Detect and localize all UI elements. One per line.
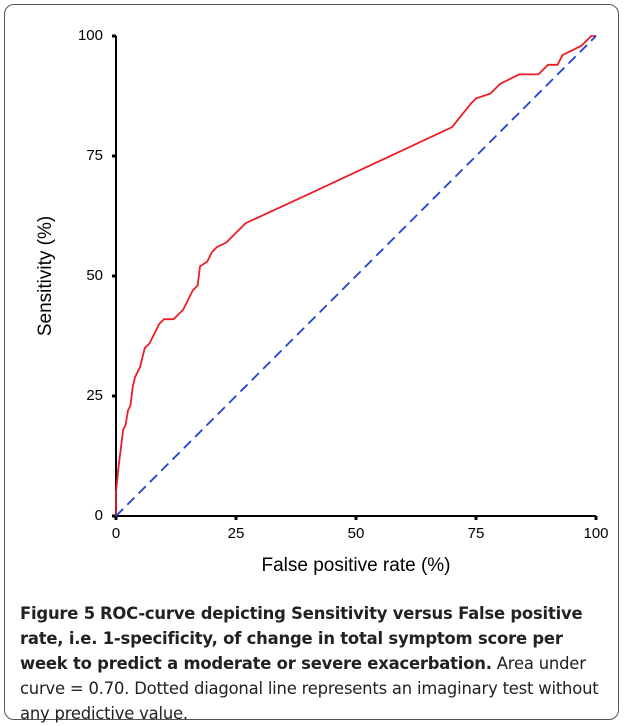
caption-text: Area under curve = 0.70. Dotted diagonal… — [20, 654, 599, 723]
caption-label: Figure 5 — [20, 604, 95, 623]
y-tick-label: 25 — [86, 387, 103, 404]
x-tick-label: 75 — [468, 525, 485, 542]
y-tick-label: 50 — [86, 267, 103, 284]
y-tick-label: 100 — [78, 27, 103, 44]
x-tick-label: 50 — [348, 525, 365, 542]
series-line — [115, 35, 597, 517]
caption-title: ROC-curve depicting Sensitivity versus F… — [20, 604, 583, 673]
x-axis-title: False positive rate (%) — [261, 555, 450, 576]
caption: Figure 5 ROC-curve depicting Sensitivity… — [20, 601, 612, 726]
chart: False positive rate (%) Sensitivity (%) … — [35, 27, 609, 576]
y-tick-label: 0 — [95, 507, 103, 524]
series-line — [115, 35, 596, 516]
x-tick-label: 25 — [228, 525, 245, 542]
x-tick-label: 0 — [112, 525, 120, 542]
figure-frame — [4, 4, 619, 720]
y-axis-title: Sensitivity (%) — [35, 216, 56, 336]
x-tick-label: 100 — [583, 525, 608, 542]
y-tick-label: 75 — [86, 147, 103, 164]
